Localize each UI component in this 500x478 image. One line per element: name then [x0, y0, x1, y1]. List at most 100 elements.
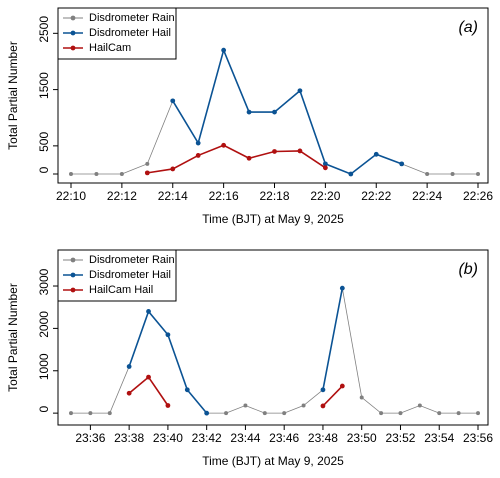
series-line: [172, 47, 402, 175]
legend-label: Disdrometer Rain: [89, 254, 175, 266]
data-point: [170, 98, 176, 104]
x-tick-label: 23:56: [463, 431, 493, 445]
data-point: [170, 166, 176, 172]
legend-dot: [70, 257, 76, 263]
legend-dot: [70, 45, 76, 51]
x-tick-label: 23:38: [114, 431, 144, 445]
data-point: [146, 374, 151, 380]
data-point: [144, 170, 150, 176]
data-point: [437, 411, 442, 416]
y-axis-label: Total Partial Number: [6, 41, 20, 150]
x-tick-label: 23:54: [424, 431, 454, 445]
x-tick-label: 22:16: [209, 189, 239, 203]
series-line: [128, 375, 343, 407]
x-tick-label: 22:22: [361, 189, 391, 203]
data-point: [399, 161, 405, 167]
legend-label: Disdrometer Rain: [89, 12, 175, 24]
x-tick-label: 22:12: [107, 189, 137, 203]
x-tick-label: 23:52: [385, 431, 415, 445]
y-tick-label: 1500: [37, 72, 51, 99]
series-line: [71, 288, 478, 414]
data-point: [145, 161, 150, 166]
data-point: [297, 148, 303, 154]
data-point: [246, 109, 252, 115]
x-tick-label: 23:42: [192, 431, 222, 445]
x-tick-label: 22:20: [310, 189, 340, 203]
plot-frame: [57, 7, 489, 184]
data-point: [348, 171, 354, 177]
legend-label: HailCam Hail: [89, 284, 153, 296]
x-tick-label: 23:44: [230, 431, 260, 445]
data-point: [195, 153, 201, 158]
plot-frame: [57, 249, 489, 426]
x-tick-label: 22:26: [463, 189, 493, 203]
data-point: [359, 395, 364, 400]
data-point: [320, 403, 326, 409]
series-line: [147, 144, 326, 174]
data-point: [282, 411, 287, 416]
legend-label: Disdrometer Hail: [89, 27, 171, 39]
x-tick-label: 22:14: [158, 189, 188, 203]
data-point: [146, 309, 151, 314]
x-tick-label: 23:48: [308, 431, 338, 445]
data-point: [221, 47, 227, 53]
data-point: [320, 387, 326, 393]
data-point: [272, 149, 277, 154]
panel-label: (a): [458, 19, 478, 36]
panel-label: (b): [458, 261, 478, 278]
data-point: [224, 411, 229, 416]
legend-dot: [70, 30, 76, 36]
x-axis-label: Time (BJT) at May 9, 2025: [202, 454, 344, 468]
data-point: [69, 411, 73, 416]
data-point: [398, 411, 403, 416]
x-tick-label: 22:24: [412, 189, 442, 203]
data-point: [165, 332, 171, 338]
data-point: [417, 403, 422, 408]
x-axis-label: Time (BJT) at May 9, 2025: [202, 212, 344, 226]
y-axis-label: Total Partial Number: [6, 283, 20, 392]
data-point: [379, 411, 384, 416]
data-point: [126, 390, 132, 396]
data-point: [107, 411, 112, 416]
data-point: [373, 151, 379, 157]
x-tick-label: 23:50: [347, 431, 377, 445]
data-point: [456, 411, 461, 416]
data-point: [262, 411, 267, 416]
x-tick-label: 22:10: [56, 189, 86, 203]
data-point: [165, 403, 171, 408]
y-tick-label: 500: [37, 132, 51, 152]
data-point: [184, 387, 190, 393]
data-point: [339, 383, 345, 389]
data-point: [425, 171, 430, 176]
data-point: [195, 140, 201, 146]
data-point: [69, 171, 73, 176]
y-tick-label: 2000: [37, 311, 51, 338]
data-point: [94, 171, 99, 176]
data-point: [243, 403, 248, 408]
x-tick-label: 23:40: [153, 431, 183, 445]
data-point: [119, 171, 124, 176]
data-point: [88, 411, 93, 416]
y-tick-label: 3000: [37, 268, 51, 295]
y-tick-label: 0: [37, 405, 51, 412]
data-point: [204, 410, 210, 416]
legend-box: [57, 7, 177, 60]
legend-dot: [70, 15, 76, 21]
data-point: [272, 109, 277, 115]
y-tick-label: 1000: [37, 353, 51, 380]
y-tick-label: 2500: [37, 16, 51, 43]
legend-label: Disdrometer Hail: [89, 269, 171, 281]
x-tick-label: 23:46: [269, 431, 299, 445]
legend-dot: [70, 287, 76, 293]
data-point: [221, 142, 227, 148]
data-point: [339, 285, 345, 291]
x-tick-label: 23:36: [75, 431, 105, 445]
data-point: [322, 161, 328, 167]
legend-label: HailCam: [89, 42, 131, 54]
y-tick-label: 0: [37, 166, 51, 173]
data-point: [126, 364, 132, 369]
data-point: [476, 411, 480, 416]
legend-dot: [70, 272, 76, 278]
data-point: [297, 88, 303, 94]
